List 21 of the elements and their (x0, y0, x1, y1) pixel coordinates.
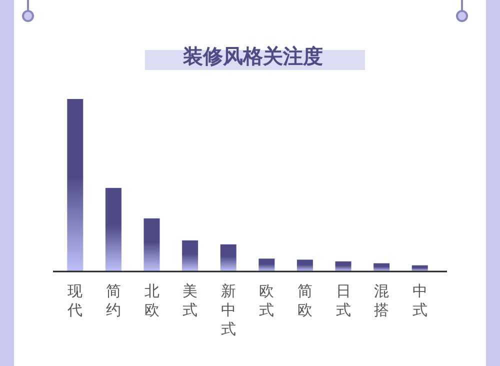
bar (105, 188, 122, 271)
bar (144, 218, 160, 271)
x-tick-label: 新中式 (220, 282, 236, 338)
bar (182, 240, 198, 271)
bar (296, 260, 313, 271)
x-tick-label: 欧式 (259, 282, 274, 319)
x-tick-label: 日式 (336, 282, 351, 319)
x-tick-label: 北欧 (144, 282, 160, 319)
bar (374, 263, 390, 271)
x-tick-label: 美式 (182, 282, 198, 319)
bar (67, 99, 84, 271)
bar (258, 258, 275, 271)
bar (335, 261, 352, 271)
x-tick-label: 现代 (66, 282, 83, 319)
bar (220, 244, 236, 271)
x-tick-label: 中式 (412, 282, 428, 319)
bar (412, 265, 428, 271)
x-tick-label: 简欧 (297, 282, 312, 319)
chart-title: 装修风格关注度 (182, 44, 323, 68)
x-tick-label: 混搭 (374, 282, 390, 319)
x-tick-label: 简约 (106, 282, 121, 319)
